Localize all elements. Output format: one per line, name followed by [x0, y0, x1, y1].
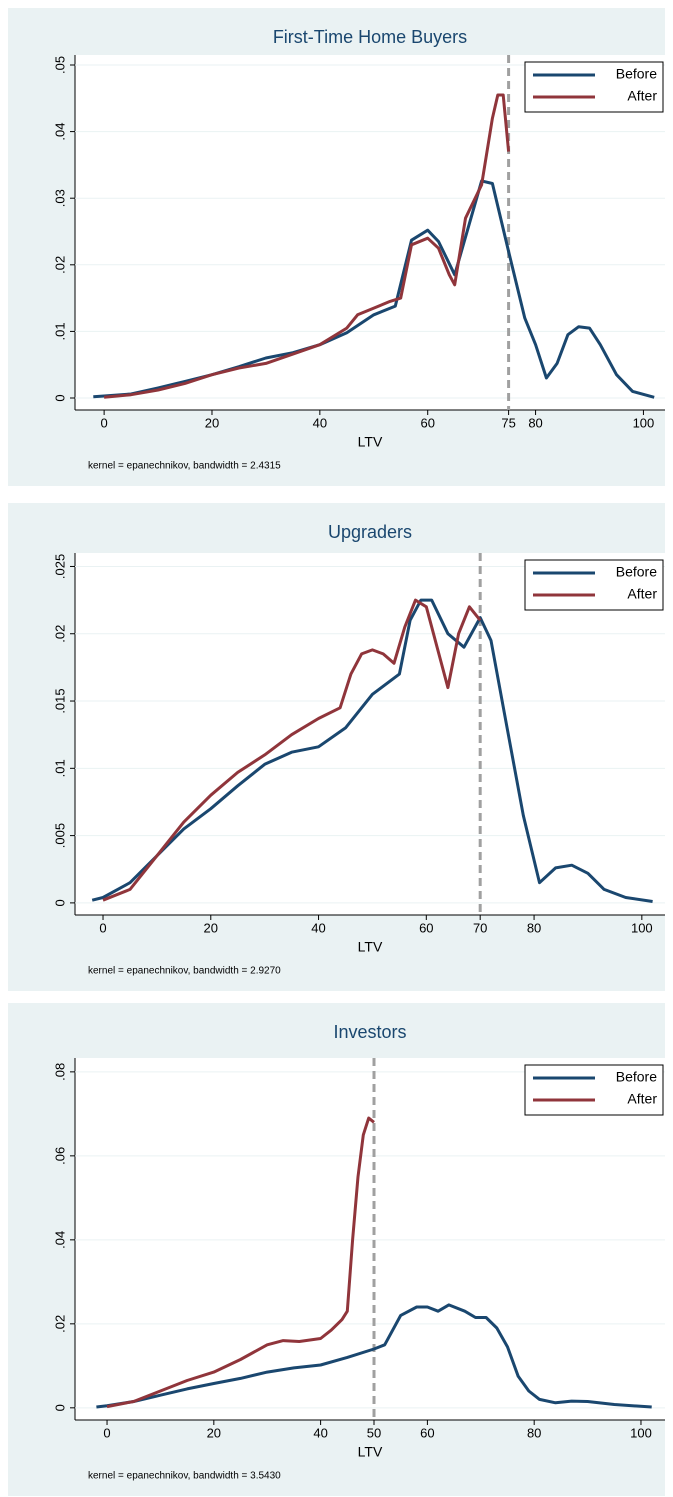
x-tick-label: 80 [528, 415, 542, 430]
legend-box [524, 61, 664, 113]
x-tick-label: 40 [313, 415, 327, 430]
y-tick-label: .01 [52, 322, 67, 340]
x-tick-label: 40 [311, 920, 325, 935]
x-tick-label: 60 [420, 415, 434, 430]
y-tick-label: .01 [52, 759, 67, 777]
x-tick-label: 20 [207, 1425, 221, 1440]
x-axis-label: LTV [358, 1444, 383, 1460]
x-tick-label: 40 [313, 1425, 327, 1440]
chart-panel: Investors 0 .02 .04 .06 .08 0 20 40 50 60 80 100 LTV k… [8, 1003, 665, 1496]
x-tick-label: 80 [527, 1425, 541, 1440]
x-tick-label: 100 [633, 415, 655, 430]
y-tick-label: .08 [52, 1063, 67, 1081]
x-tick-label: 0 [99, 920, 106, 935]
x-tick-label: 70 [473, 920, 487, 935]
legend-label: After [627, 88, 657, 104]
x-tick-label: 100 [630, 1425, 652, 1440]
y-tick-label: 0 [52, 1404, 67, 1411]
plot-area [75, 553, 665, 915]
x-tick-label: 80 [527, 920, 541, 935]
legend-label: Before [616, 564, 657, 580]
legend-box [524, 559, 664, 611]
legend-box [524, 1064, 664, 1116]
x-tick-label: 100 [631, 920, 653, 935]
plot-area [75, 55, 665, 410]
x-tick-label: 0 [103, 1425, 110, 1440]
y-tick-label: .015 [52, 688, 67, 713]
y-tick-label: .03 [52, 189, 67, 207]
density-line [102, 598, 482, 902]
x-axis-label: LTV [358, 434, 383, 450]
density-line [96, 1303, 652, 1409]
chart-title: Upgraders [328, 522, 412, 542]
legend-label: Before [616, 66, 657, 82]
legend-label: Before [616, 1069, 657, 1085]
y-tick-label: .005 [52, 823, 67, 848]
x-axis-label: LTV [358, 939, 383, 955]
x-tick-label: 0 [101, 415, 108, 430]
chart-title: Investors [333, 1022, 406, 1042]
x-tick-label: 20 [204, 920, 218, 935]
note: kernel = epanechnikov, bandwidth = 2.927… [88, 966, 281, 977]
x-tick-label: 75 [501, 415, 515, 430]
density-line [91, 598, 653, 903]
y-tick-label: 0 [52, 899, 67, 906]
y-tick-label: .02 [52, 625, 67, 643]
x-tick-label: 20 [205, 415, 219, 430]
chart-title: First-Time Home Buyers [273, 27, 467, 47]
y-tick-label: .04 [52, 1231, 67, 1249]
x-tick-label: 60 [419, 920, 433, 935]
density-line [103, 93, 511, 399]
y-tick-label: .05 [52, 56, 67, 74]
y-tick-label: 0 [52, 394, 67, 401]
note: kernel = epanechnikov, bandwidth = 3.543… [88, 1471, 281, 1482]
y-tick-label: .06 [52, 1147, 67, 1165]
y-tick-label: .02 [52, 1315, 67, 1333]
y-tick-label: .025 [52, 554, 67, 579]
x-tick-label: 50 [367, 1425, 381, 1440]
y-tick-label: .04 [52, 123, 67, 141]
legend-label: After [627, 586, 657, 602]
x-tick-label: 60 [420, 1425, 434, 1440]
note: kernel = epanechnikov, bandwidth = 2.431… [88, 461, 281, 472]
density-line [106, 1116, 375, 1409]
chart-panel: First-Time Home Buyers 0 .01 .02 .03 .04 .05 0 2… [8, 8, 665, 486]
y-tick-label: .02 [52, 256, 67, 274]
chart-panel: Upgraders 0 .005 .01 .015 .02 .025 0 20 40 60 70 80 1… [8, 503, 665, 991]
legend-label: After [627, 1091, 657, 1107]
